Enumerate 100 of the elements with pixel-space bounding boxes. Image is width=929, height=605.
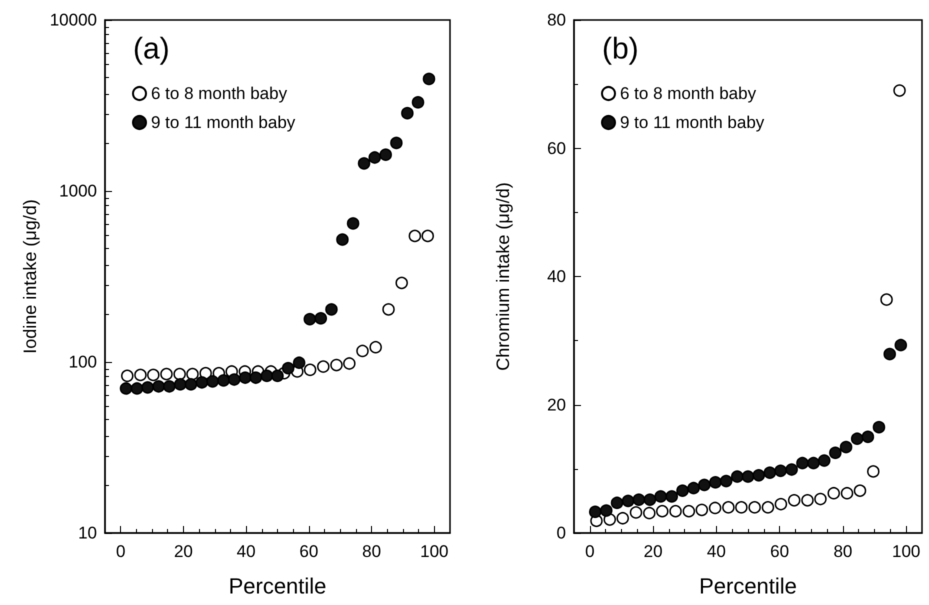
point [336,233,349,246]
x-tick-label: 20 [174,542,193,561]
point [600,504,613,517]
y-tick-label: 0 [556,524,566,542]
point [206,375,219,388]
point [872,420,886,434]
point [368,151,381,164]
point [282,362,294,374]
point [748,501,761,514]
point [588,506,602,518]
point [616,512,629,524]
legend-label: 9 to 11 month baby [151,113,296,132]
point [656,504,669,518]
point [814,492,827,506]
point [130,382,144,395]
annotation: (b) [602,32,639,66]
point [818,454,830,467]
point [412,96,424,109]
x-axis-title: Percentile [228,574,326,598]
point [382,303,395,316]
point [134,368,147,382]
point [632,493,646,506]
point [120,382,132,395]
point [687,482,700,494]
point [735,501,748,514]
point [325,303,338,316]
point [840,440,852,454]
x-tick-label: 60 [770,542,790,561]
point [174,378,187,391]
point [698,478,711,492]
point [894,338,908,352]
x-tick-label: 0 [116,542,126,561]
point [292,356,306,369]
legend-label: 9 to 11 month baby [620,113,765,132]
point [186,368,199,380]
point [827,486,840,500]
point [720,474,732,488]
point [840,486,854,500]
point [682,504,696,518]
point [196,376,208,389]
x-tick-label: 100 [892,542,920,561]
point [390,136,403,150]
point [742,470,754,483]
point [669,504,682,518]
point [854,484,866,497]
y-tick-label: 80 [547,10,566,30]
x-tick-label: 60 [299,542,318,561]
point [379,148,392,161]
point [796,456,809,470]
point [880,293,893,306]
legend-label: 6 to 8 month baby [151,84,288,103]
point [883,348,896,360]
point [163,380,176,393]
point [184,378,198,391]
point [317,360,330,373]
point [785,463,798,476]
x-axis-title: Percentile [699,574,797,598]
point [271,370,284,382]
point [708,502,722,514]
point [152,380,165,393]
x-tick-label: 0 [585,542,595,561]
x-tick-label: 40 [236,542,256,561]
x-tick-label: 80 [833,542,852,561]
point [356,344,369,358]
point [160,368,173,380]
x-tick-label: 20 [644,542,663,561]
point [762,501,774,514]
point [850,432,864,445]
point [829,446,842,460]
point [676,484,689,497]
point [304,312,316,326]
point [346,217,360,230]
point [147,368,160,382]
y-tick-label: 60 [547,138,566,158]
point [217,374,230,387]
point [643,506,656,520]
point [304,364,316,376]
annotation: (a) [133,32,170,66]
point [358,157,370,170]
point [867,465,880,478]
point [696,504,708,516]
point [654,490,667,503]
point [343,357,356,370]
y-axis-title: Iodine intake (μg/d) [20,199,40,354]
x-tick-label: 100 [420,542,449,561]
point [774,498,788,510]
y-tick-label: 40 [547,267,566,286]
point [731,470,744,483]
x-tick-label: 80 [362,542,382,561]
point [630,506,642,519]
point [764,466,776,479]
point [610,496,624,510]
x-tick-label: 40 [706,542,726,561]
point [141,381,154,394]
point [314,312,328,325]
point [121,370,134,382]
point [774,464,787,478]
point [250,371,262,384]
point [801,494,814,507]
point [622,494,634,508]
